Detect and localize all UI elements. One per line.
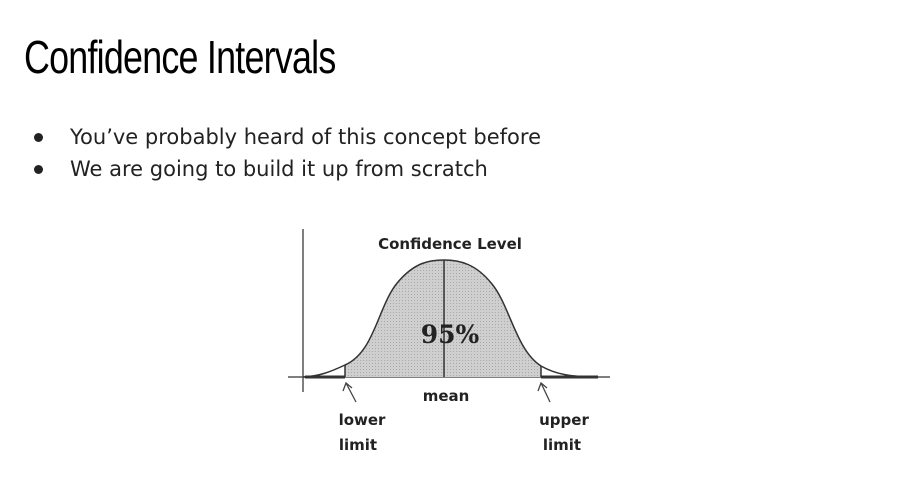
slide-title: Confidence Intervals	[24, 31, 336, 83]
confidence-area	[345, 260, 541, 377]
bullet-list: You’ve probably heard of this concept be…	[34, 121, 541, 185]
bullet-item: You’ve probably heard of this concept be…	[34, 121, 541, 153]
diagram-heading: Confidence Level	[378, 235, 522, 253]
bullet-dot-icon	[34, 164, 43, 174]
lower-label-line2: limit	[339, 436, 377, 454]
bullet-dot-icon	[34, 132, 43, 142]
upper-label-line1: upper	[539, 411, 589, 429]
bullet-text: We are going to build it up from scratch	[70, 157, 488, 181]
bullet-item: We are going to build it up from scratch	[34, 153, 541, 185]
percent-label: 95%	[421, 320, 480, 349]
mean-label: mean	[423, 387, 470, 405]
lower-label-line1: lower	[339, 411, 386, 429]
upper-limit-arrow-icon	[537, 381, 551, 403]
bullet-text: You’ve probably heard of this concept be…	[70, 125, 541, 149]
lower-limit-arrow-icon	[342, 381, 357, 403]
upper-label-line2: limit	[543, 436, 581, 454]
